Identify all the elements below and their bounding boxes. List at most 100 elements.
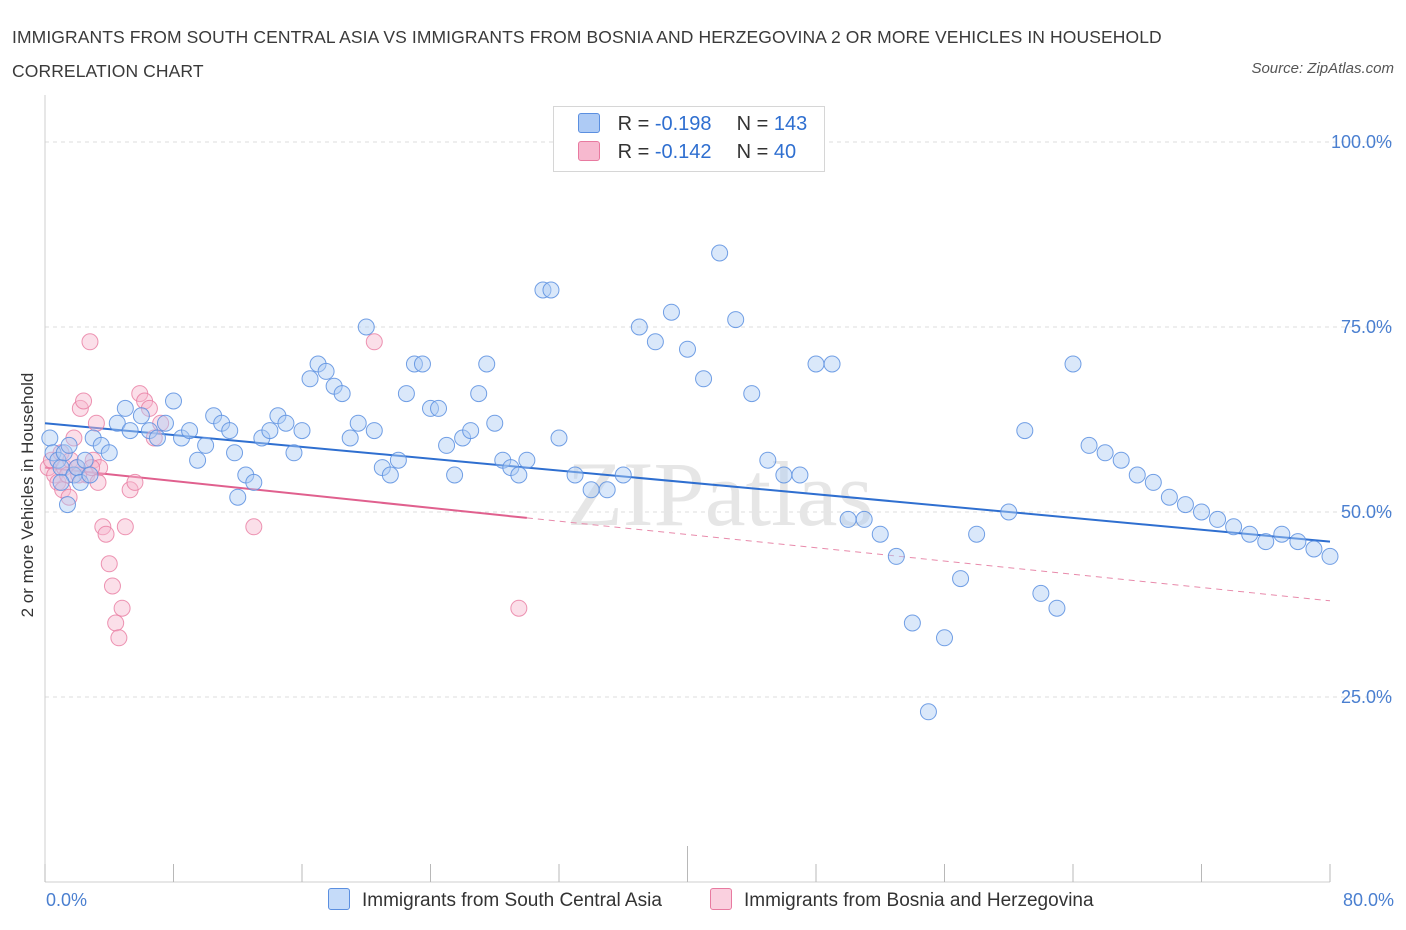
data-point-south-central-asia xyxy=(121,422,139,440)
data-point-south-central-asia xyxy=(470,385,488,403)
series-bosnia-points xyxy=(39,333,528,647)
data-point-bosnia xyxy=(103,577,121,595)
data-point-bosnia xyxy=(113,599,131,617)
legend-swatch-blue xyxy=(578,113,600,133)
legend-label: Immigrants from South Central Asia xyxy=(362,890,662,911)
legend-n-label: N = xyxy=(736,141,769,163)
data-point-south-central-asia xyxy=(156,414,174,432)
data-point-south-central-asia xyxy=(711,244,729,262)
data-point-south-central-asia xyxy=(333,385,351,403)
data-point-south-central-asia xyxy=(1209,510,1227,528)
data-point-south-central-asia xyxy=(952,570,970,588)
data-point-bosnia xyxy=(365,333,383,351)
data-point-south-central-asia xyxy=(293,422,311,440)
y-tick-label: 25.0% xyxy=(1341,687,1392,707)
chart-title: IMMIGRANTS FROM SOUTH CENTRAL ASIA VS IM… xyxy=(12,27,1162,81)
data-point-south-central-asia xyxy=(1112,451,1130,469)
data-point-south-central-asia xyxy=(226,444,244,462)
data-point-south-central-asia xyxy=(1257,533,1275,551)
data-point-south-central-asia xyxy=(430,399,448,417)
data-point-south-central-asia xyxy=(1032,584,1050,602)
data-point-south-central-asia xyxy=(1064,355,1082,373)
data-point-south-central-asia xyxy=(936,629,953,647)
legend-item-south-central-asia: Immigrants from South Central Asia xyxy=(328,888,662,912)
y-tick-label: 75.0% xyxy=(1341,317,1392,337)
legend-n-value: 40 xyxy=(773,141,797,163)
x-tick-min: 0.0% xyxy=(46,890,88,910)
data-point-south-central-asia xyxy=(679,340,696,358)
y-tick-labels: 25.0% 50.0% 75.0% 100.0% xyxy=(1331,132,1392,707)
data-point-bosnia xyxy=(81,333,99,351)
data-point-south-central-asia xyxy=(301,370,319,388)
data-point-south-central-asia xyxy=(76,451,94,469)
y-tick-label: 100.0% xyxy=(1331,132,1392,152)
data-point-bosnia xyxy=(116,518,134,536)
data-point-south-central-asia xyxy=(261,422,279,440)
data-point-south-central-asia xyxy=(1160,488,1178,506)
trend-line-bosnia-extrapolated xyxy=(526,517,1331,602)
x-tick-max: 80.0% xyxy=(1342,890,1394,910)
data-point-south-central-asia xyxy=(397,385,415,403)
data-point-south-central-asia xyxy=(349,414,367,432)
data-point-south-central-asia xyxy=(1048,599,1066,617)
data-point-bosnia xyxy=(87,414,105,432)
data-point-south-central-asia xyxy=(1080,436,1098,454)
data-point-south-central-asia xyxy=(695,370,713,388)
legend-swatch-pink xyxy=(578,141,600,161)
data-point-south-central-asia xyxy=(486,414,504,432)
data-point-south-central-asia xyxy=(887,547,905,565)
data-point-south-central-asia xyxy=(542,281,560,299)
data-point-south-central-asia xyxy=(1193,503,1210,521)
legend-n-value: 143 xyxy=(773,113,808,135)
data-point-south-central-asia xyxy=(582,481,600,499)
data-point-south-central-asia xyxy=(1305,540,1323,558)
data-point-south-central-asia xyxy=(221,422,239,440)
data-point-south-central-asia xyxy=(197,436,215,454)
data-point-south-central-asia xyxy=(791,466,809,484)
data-point-south-central-asia xyxy=(413,355,431,373)
series-south-central-asia-points xyxy=(41,244,1339,721)
data-point-south-central-asia xyxy=(743,385,761,403)
legend-n-label: N = xyxy=(736,113,769,135)
data-point-south-central-asia xyxy=(662,303,680,321)
data-point-south-central-asia xyxy=(759,451,777,469)
data-point-south-central-asia xyxy=(1176,496,1194,514)
data-point-south-central-asia xyxy=(148,429,166,447)
data-point-south-central-asia xyxy=(381,466,399,484)
data-point-bosnia xyxy=(97,525,115,543)
data-point-south-central-asia xyxy=(1289,533,1307,551)
data-point-south-central-asia xyxy=(108,414,126,432)
data-point-south-central-asia xyxy=(446,466,464,484)
data-point-south-central-asia xyxy=(285,444,303,462)
data-point-south-central-asia xyxy=(775,466,793,484)
data-point-south-central-asia xyxy=(341,429,359,447)
data-point-south-central-asia xyxy=(823,355,841,373)
data-point-south-central-asia xyxy=(727,311,745,329)
data-point-south-central-asia xyxy=(510,466,528,484)
data-point-south-central-asia xyxy=(58,496,76,514)
data-point-south-central-asia xyxy=(566,466,584,484)
data-point-south-central-asia xyxy=(646,333,664,351)
data-point-south-central-asia xyxy=(1225,518,1243,536)
data-point-south-central-asia xyxy=(550,429,568,447)
legend-item-bosnia: Immigrants from Bosnia and Herzegovina xyxy=(710,888,1094,912)
y-tick-label: 50.0% xyxy=(1341,502,1392,522)
data-point-south-central-asia xyxy=(52,473,70,491)
data-point-south-central-asia xyxy=(60,436,78,454)
data-point-south-central-asia xyxy=(365,422,383,440)
data-point-south-central-asia xyxy=(1128,466,1146,484)
legend-r-value: -0.198 xyxy=(654,113,712,135)
data-point-south-central-asia xyxy=(189,451,207,469)
data-point-south-central-asia xyxy=(229,488,247,506)
data-point-south-central-asia xyxy=(630,318,648,336)
data-point-south-central-asia xyxy=(614,466,632,484)
data-point-south-central-asia xyxy=(357,318,375,336)
data-point-south-central-asia xyxy=(903,614,921,632)
data-point-south-central-asia xyxy=(968,525,986,543)
data-point-bosnia xyxy=(110,629,128,647)
legend-swatch-blue xyxy=(328,888,350,910)
data-point-south-central-asia xyxy=(389,451,407,469)
data-point-bosnia xyxy=(245,518,263,536)
gridlines xyxy=(45,141,1392,698)
